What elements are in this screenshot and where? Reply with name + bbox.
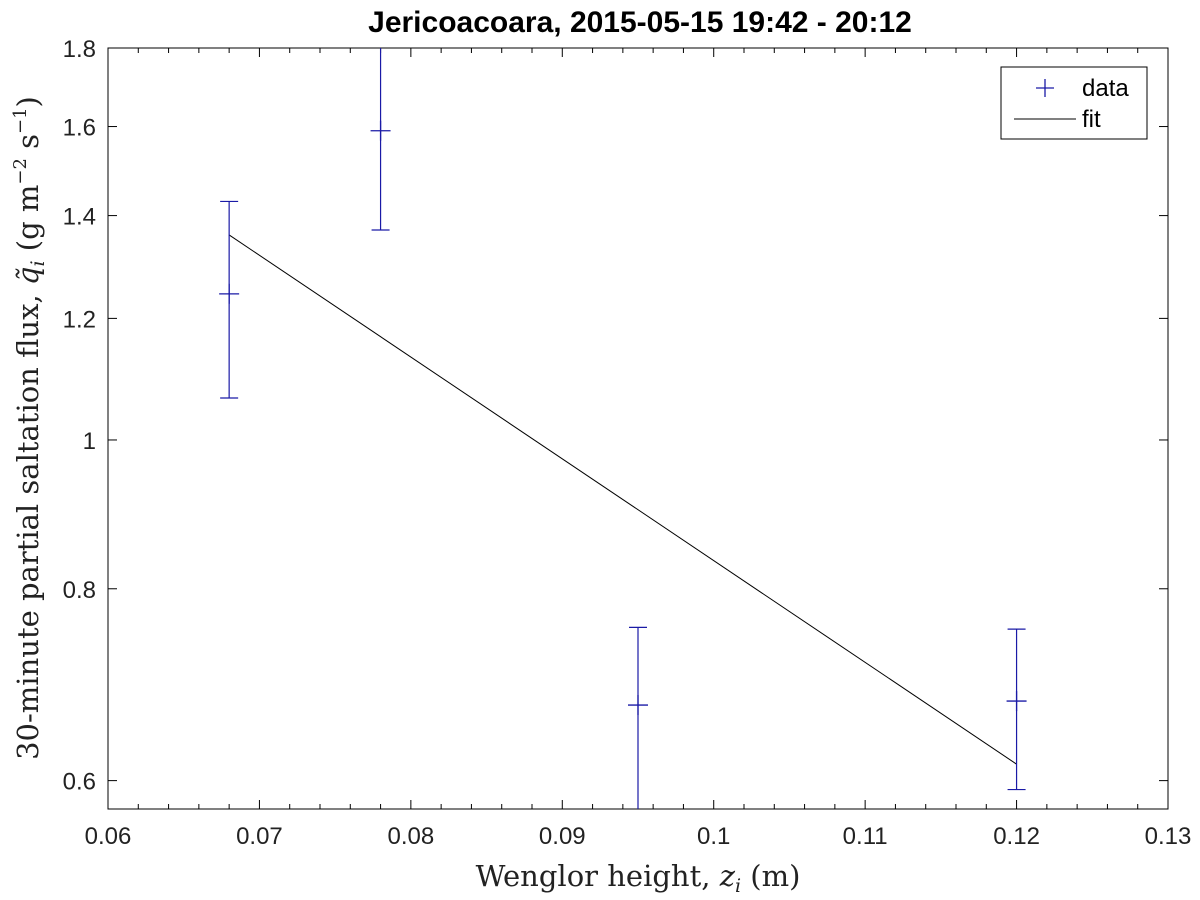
plot-area: 0.06 0.07 0.08 0.09 0.1 0.11 0.12 0.13 0.6 0.8 1 1… (63, 36, 1192, 850)
y-axis-label-unit-a: (g m (11, 185, 45, 261)
x-axis-label-unit: (m) (741, 859, 800, 893)
y-axis-label-var: q̃ (11, 267, 45, 286)
y-tick-label: 0.6 (63, 769, 96, 796)
y-tick-label: 0.8 (63, 577, 96, 604)
data-point (628, 626, 648, 809)
x-axis-label-sub: i (735, 875, 741, 897)
chart-title: Jericoacoara, 2015-05-15 19:42 - 20:12 (368, 6, 912, 39)
x-tick-label: 0.06 (85, 823, 132, 850)
y-tick-label: 1.4 (63, 204, 96, 231)
x-tick-label: 0.11 (843, 823, 888, 850)
y-tick-label: 1.6 (63, 115, 96, 142)
y-tick-label: 1.8 (63, 36, 96, 63)
x-axis-label-main: Wenglor height, (476, 859, 720, 893)
data-point (219, 200, 240, 399)
legend: data fit (1000, 66, 1148, 140)
y-axis-label-unit-b: s (11, 134, 45, 158)
x-tick-label: 0.08 (387, 823, 434, 850)
x-tick-label: 0.09 (539, 823, 586, 850)
y-axis-label-exp1: −2 (10, 158, 31, 185)
legend-fit-label: fit (1082, 106, 1101, 133)
y-axis-label-main: 30-minute partial saltation flux, (11, 285, 45, 760)
x-axis-label: Wenglor height, zi (m) (476, 859, 801, 897)
legend-box (1000, 66, 1148, 140)
y-tick-label: 1 (83, 428, 96, 455)
data-point (370, 48, 391, 231)
x-axis-label-var: z (719, 859, 736, 893)
y-axis-label-sub: i (27, 260, 49, 266)
fit-layer (228, 234, 1017, 765)
y-axis-label: 30-minute partial saltation flux, q̃i (g… (10, 96, 49, 760)
x-axis-ticks: 0.06 0.07 0.08 0.09 0.1 0.11 0.12 0.13 (85, 48, 1192, 850)
legend-data-marker (1036, 79, 1054, 97)
fit-line (228, 234, 1017, 765)
legend-data-label: data (1082, 75, 1129, 102)
x-tick-label: 0.1 (697, 823, 730, 850)
x-tick-label: 0.07 (236, 823, 283, 850)
x-tick-label: 0.12 (993, 823, 1040, 850)
y-axis-label-exp2: −1 (10, 107, 31, 134)
data-point (1006, 628, 1027, 791)
y-tick-label: 1.2 (63, 306, 96, 333)
data-layer (219, 48, 1027, 809)
y-axis-label-unit-c: ) (11, 96, 45, 107)
x-tick-label: 0.13 (1145, 823, 1192, 850)
y-axis-ticks: 0.6 0.8 1 1.2 1.4 1.6 1.8 (63, 36, 1168, 796)
